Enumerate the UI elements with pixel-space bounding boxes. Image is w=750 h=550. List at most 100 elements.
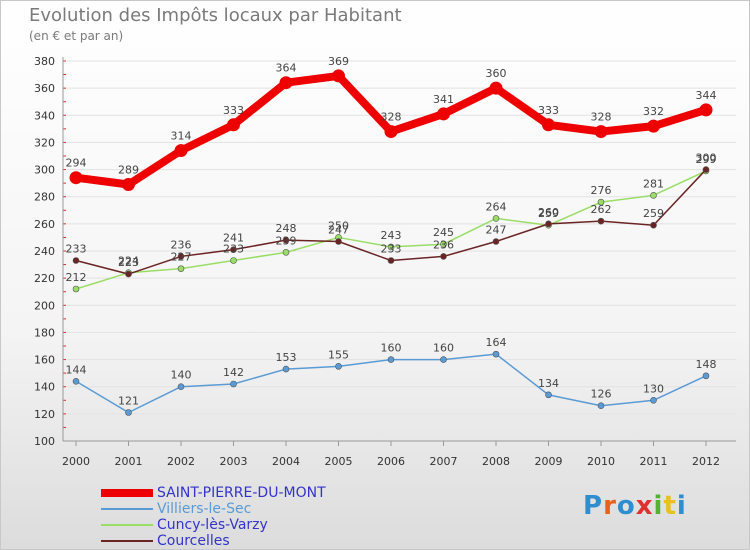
series-point-3: [125, 270, 132, 278]
data-label: 224: [118, 255, 139, 268]
data-label: 233: [381, 243, 402, 256]
x-tick-label: 2003: [220, 455, 248, 468]
series-point-1: [230, 380, 237, 388]
chart-subtitle: (en € et par an): [29, 29, 124, 43]
data-label: 332: [643, 105, 664, 118]
data-label: 281: [643, 177, 664, 190]
series-point-2: [492, 215, 500, 222]
series-point-2: [230, 257, 237, 264]
data-label: 369: [328, 55, 349, 68]
series-point-3: [177, 253, 185, 260]
data-label: 328: [591, 111, 612, 124]
series-point-3: [492, 238, 500, 245]
data-label: 126: [591, 388, 612, 401]
logo-letter: x: [635, 491, 654, 521]
series-point-3: [335, 238, 342, 245]
x-tick-label: 2012: [692, 455, 720, 468]
y-tick-label: 300: [34, 164, 55, 177]
data-label: 144: [66, 363, 87, 376]
series-point-0: [227, 118, 240, 132]
chart-title: Evolution des Impôts locaux par Habitant: [29, 5, 402, 26]
y-tick-label: 120: [34, 408, 55, 421]
legend-swatch: [101, 508, 153, 510]
data-label: 259: [643, 207, 664, 220]
data-label: 236: [171, 238, 192, 251]
data-label: 239: [276, 234, 297, 247]
legend-label: SAINT-PIERRE-DU-MONT: [157, 485, 326, 501]
x-tick-label: 2001: [115, 455, 143, 468]
data-label: 247: [328, 224, 349, 237]
series-point-3: [72, 257, 80, 264]
data-label: 140: [171, 369, 192, 382]
series-point-3: [702, 166, 710, 173]
data-label: 142: [223, 366, 244, 379]
data-label: 250: [328, 219, 349, 232]
data-label: 227: [171, 251, 192, 264]
legend-label: Villiers-le-Sec: [157, 501, 252, 517]
data-label: 294: [66, 157, 87, 170]
data-label: 333: [538, 104, 559, 117]
data-label: 236: [433, 238, 454, 251]
y-tick-label: 180: [34, 326, 55, 339]
x-tick-label: 2002: [167, 455, 195, 468]
data-label: 241: [223, 232, 244, 245]
logo-letter: o: [616, 491, 636, 521]
series-point-3: [545, 220, 552, 228]
y-tick-label: 260: [34, 218, 55, 231]
x-tick-label: 2000: [62, 455, 90, 468]
series-point-1: [335, 363, 342, 370]
x-tick-label: 2007: [430, 455, 458, 468]
logo-letter: i: [676, 491, 687, 521]
series-point-0: [174, 144, 188, 158]
data-label: 160: [381, 342, 402, 355]
proxiti-logo: Proxiti: [583, 491, 687, 521]
line-chart: 100 120 140 160 180 200 220 240 260 280 300 320 340 3…: [34, 55, 736, 468]
series-point-2: [282, 249, 290, 256]
series-point-2: [177, 265, 185, 272]
series-point-1: [597, 402, 605, 410]
y-tick-label: 360: [34, 82, 55, 95]
series-point-2: [72, 285, 80, 293]
series-point-1: [177, 383, 185, 391]
series-point-2: [440, 240, 447, 248]
data-label: 148: [696, 358, 717, 371]
data-label: 243: [381, 229, 402, 242]
logo-letter: t: [663, 491, 677, 521]
series-point-1: [387, 356, 395, 363]
series-point-0: [332, 69, 345, 83]
data-label: 233: [223, 243, 244, 256]
data-label: 164: [486, 336, 507, 349]
series-point-1: [440, 356, 447, 363]
data-label: 262: [591, 203, 612, 216]
data-label: 264: [486, 200, 507, 213]
series-point-3: [440, 253, 447, 260]
series-point-1: [72, 377, 80, 385]
y-tick-label: 320: [34, 136, 55, 149]
logo-letter: i: [653, 491, 664, 521]
data-label: 341: [433, 93, 454, 106]
series-point-0: [542, 118, 555, 132]
data-label: 223: [118, 256, 139, 269]
series-line-1: [75, 353, 707, 414]
series-point-0: [489, 81, 503, 95]
series-point-1: [545, 391, 552, 399]
series-point-1: [650, 396, 657, 404]
y-tick-label: 240: [34, 245, 55, 258]
legend-swatch: [101, 489, 153, 497]
series-point-0: [699, 103, 713, 117]
data-label: 260: [538, 206, 559, 219]
data-label: 245: [433, 226, 454, 239]
data-label: 233: [66, 243, 87, 256]
data-label: 328: [381, 111, 402, 124]
y-tick-label: 220: [34, 272, 55, 285]
series-point-1: [492, 350, 500, 358]
data-label: 364: [276, 62, 297, 75]
data-label: 134: [538, 377, 559, 390]
legend-label: Courcelles: [157, 533, 230, 549]
y-tick-label: 380: [34, 55, 55, 68]
series-point-2: [650, 192, 657, 199]
series-point-2: [597, 198, 605, 206]
data-label: 314: [171, 130, 192, 143]
data-label: 247: [486, 224, 507, 237]
